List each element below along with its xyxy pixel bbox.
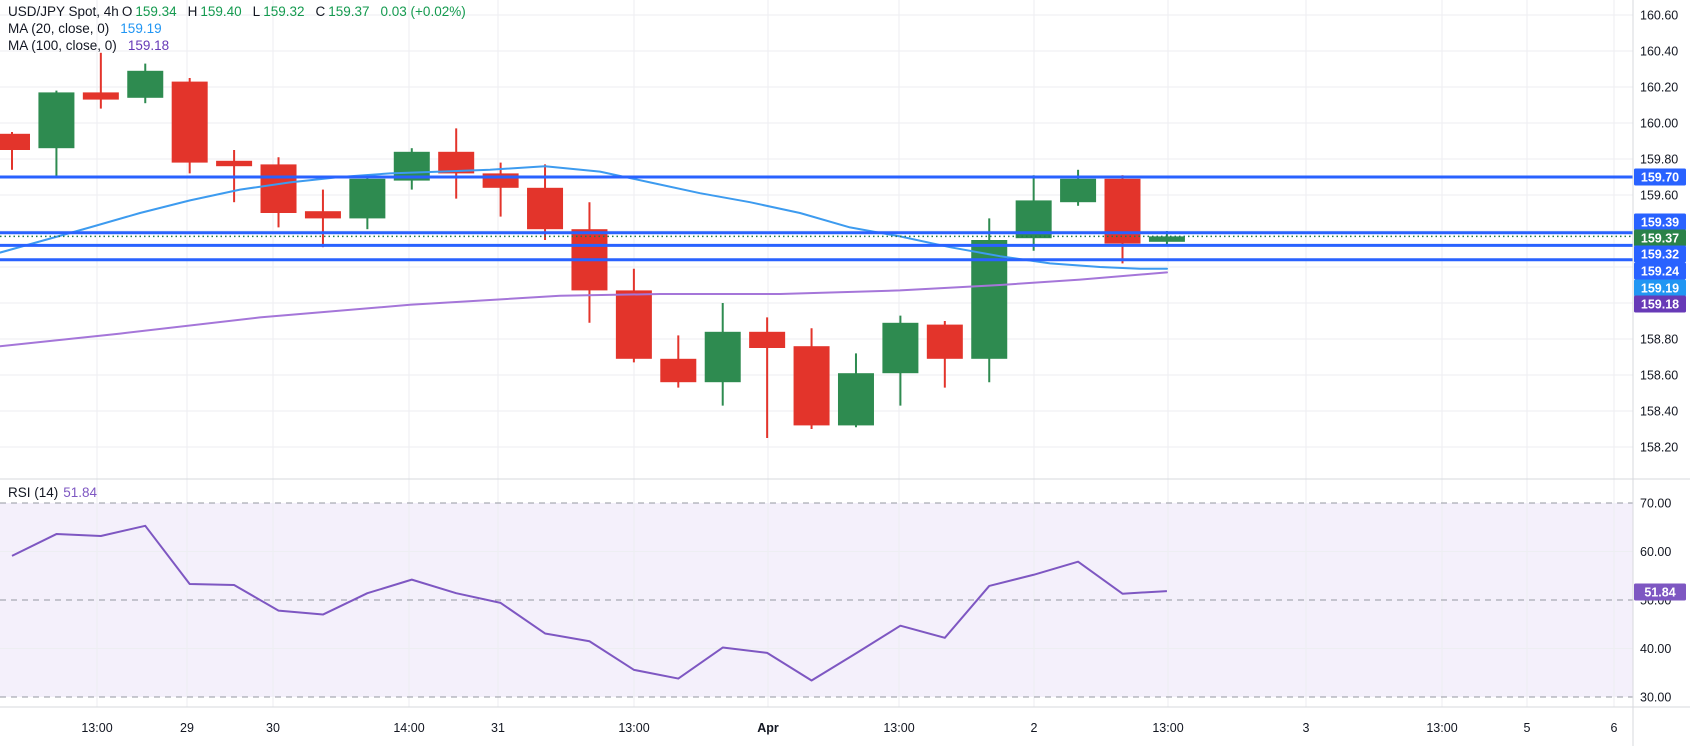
ma20-label[interactable]: MA (20, close, 0)	[8, 21, 110, 36]
svg-text:160.40: 160.40	[1640, 45, 1678, 59]
candles-series	[0, 52, 1185, 438]
candle-body	[171, 81, 208, 163]
rsi-label[interactable]: RSI (14)	[8, 485, 59, 500]
candle-body	[304, 211, 341, 219]
candle-body	[438, 151, 475, 174]
ma20-row: MA (20, close, 0) 159.19	[8, 20, 469, 37]
price-badge	[1634, 168, 1686, 186]
open-value: 159.34	[135, 4, 177, 19]
candle-body	[1060, 178, 1097, 203]
price-axis[interactable]: 160.60 160.40 160.20 160.00 159.80 159.60 158.…	[1640, 9, 1678, 705]
svg-text:29: 29	[180, 721, 194, 735]
price-badge	[1634, 583, 1686, 601]
svg-text:13:00: 13:00	[1426, 721, 1457, 735]
candle-body	[82, 92, 119, 100]
rsi-value: 51.84	[63, 485, 98, 500]
candle-body	[38, 92, 75, 149]
svg-text:3: 3	[1303, 721, 1310, 735]
candle-body	[749, 331, 786, 348]
candle-body	[216, 160, 253, 167]
candle-body	[0, 133, 30, 150]
price-axis-badges: 159.70 159.39 159.37 159.32 159.24 159.19 159.…	[1634, 168, 1686, 601]
svg-text:51.84: 51.84	[1644, 586, 1675, 600]
svg-text:159.32: 159.32	[1641, 248, 1679, 262]
svg-text:159.80: 159.80	[1640, 153, 1678, 167]
svg-text:60.00: 60.00	[1640, 545, 1671, 559]
rsi-line[interactable]	[11, 524, 1167, 682]
price-badge	[1634, 229, 1686, 247]
svg-text:159.19: 159.19	[1641, 282, 1679, 296]
price-badge	[1634, 245, 1686, 263]
low-label: L	[252, 4, 261, 19]
svg-text:159.37: 159.37	[1641, 232, 1679, 246]
svg-text:5: 5	[1524, 721, 1531, 735]
high-label: H	[187, 4, 198, 19]
svg-text:159.60: 159.60	[1640, 189, 1678, 203]
ma100-line[interactable]	[0, 271, 1168, 348]
price-badge	[1634, 213, 1686, 231]
low-value: 159.32	[263, 4, 305, 19]
svg-text:160.00: 160.00	[1640, 117, 1678, 131]
price-badge	[1634, 279, 1686, 297]
svg-text:160.20: 160.20	[1640, 81, 1678, 95]
candle-body	[971, 240, 1008, 359]
svg-text:158.20: 158.20	[1640, 441, 1678, 455]
ma20-line[interactable]	[0, 165, 1168, 270]
svg-text:159.24: 159.24	[1641, 265, 1679, 279]
svg-text:14:00: 14:00	[393, 721, 424, 735]
candle-body	[615, 290, 652, 359]
candle-body	[127, 70, 164, 98]
svg-text:13:00: 13:00	[883, 721, 914, 735]
candle-body	[260, 164, 297, 213]
candle-body	[1148, 236, 1185, 242]
svg-text:160.60: 160.60	[1640, 9, 1678, 23]
ma100-value: 159.18	[127, 38, 170, 53]
ma100-label[interactable]: MA (100, close, 0)	[8, 38, 117, 53]
symbol-title[interactable]: USD/JPY Spot, 4h	[8, 4, 119, 19]
high-value: 159.40	[200, 4, 242, 19]
svg-text:Apr: Apr	[757, 721, 779, 735]
svg-text:30.00: 30.00	[1640, 691, 1671, 705]
svg-text:159.39: 159.39	[1641, 216, 1679, 230]
ma100-row: MA (100, close, 0) 159.18	[8, 37, 469, 54]
open-label: O	[121, 4, 133, 19]
svg-text:31: 31	[491, 721, 505, 735]
candle-body	[882, 322, 919, 374]
close-label: C	[315, 4, 326, 19]
legend-main: USD/JPY Spot, 4h O 159.34 H 159.40 L 159.32 C 15…	[8, 3, 469, 54]
svg-text:70.00: 70.00	[1640, 497, 1671, 511]
svg-text:13:00: 13:00	[81, 721, 112, 735]
svg-text:159.70: 159.70	[1641, 171, 1679, 185]
change-value: 0.03 (+0.02%)	[380, 4, 466, 19]
symbol-row: USD/JPY Spot, 4h O 159.34 H 159.40 L 159.32 C 15…	[8, 3, 469, 20]
svg-text:158.40: 158.40	[1640, 405, 1678, 419]
ma20-value: 159.19	[120, 21, 162, 36]
candle-body	[527, 187, 564, 230]
close-value: 159.37	[328, 4, 370, 19]
candle-body	[349, 178, 386, 219]
svg-text:159.18: 159.18	[1641, 298, 1679, 312]
svg-text:13:00: 13:00	[618, 721, 649, 735]
price-badge	[1634, 295, 1686, 313]
svg-text:13:00: 13:00	[1152, 721, 1183, 735]
price-badge	[1634, 262, 1686, 280]
candle-body	[793, 346, 830, 426]
svg-text:158.80: 158.80	[1640, 333, 1678, 347]
rsi-legend: RSI (14) 51.84	[8, 484, 97, 501]
time-axis[interactable]: 13:00 29 30 14:00 31 13:00 Apr 13:00 2 13:00 3 13:0…	[81, 721, 1617, 735]
candle-body	[837, 373, 874, 426]
candle-body	[660, 358, 697, 383]
svg-text:30: 30	[266, 721, 280, 735]
svg-text:158.60: 158.60	[1640, 369, 1678, 383]
svg-text:40.00: 40.00	[1640, 642, 1671, 656]
svg-text:2: 2	[1031, 721, 1038, 735]
candle-body	[704, 331, 741, 383]
candle-body	[926, 324, 963, 359]
svg-text:6: 6	[1611, 721, 1618, 735]
